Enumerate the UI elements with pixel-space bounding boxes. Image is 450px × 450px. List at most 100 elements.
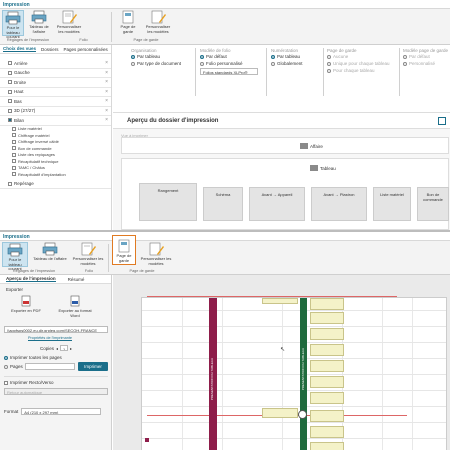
tree-item-gauche[interactable]: Gauche × — [0, 69, 111, 78]
radio-print-all[interactable]: Imprimer toutes les pages — [4, 354, 62, 361]
customize-cover-templates-button[interactable]: Personnaliser les modèles — [143, 10, 173, 36]
tab-dossiers[interactable]: Dossiers — [41, 46, 59, 52]
close-icon[interactable]: × — [105, 88, 108, 95]
tile-bon-commande[interactable]: Bon de commande — [417, 187, 449, 221]
tree-subitem[interactable]: Récapitulatif technique — [0, 158, 111, 165]
tile-rangement[interactable]: Rangement — [139, 183, 197, 221]
checkbox[interactable] — [8, 108, 12, 113]
tree-item-reperage[interactable]: Repérage — [0, 180, 111, 189]
checkbox[interactable] — [8, 99, 12, 104]
checkbox[interactable] — [8, 89, 12, 94]
checkbox-checked[interactable] — [8, 118, 12, 123]
tab-choix-vues[interactable]: Choix des vues — [3, 46, 37, 52]
radio-globalement[interactable]: Globalement — [271, 60, 321, 67]
tree-subitem[interactable]: Bon de commande — [0, 145, 111, 152]
radio[interactable] — [403, 54, 407, 59]
printer-properties-link[interactable]: Propriétés de l'imprimante — [28, 336, 72, 340]
tile-schema[interactable]: Schéma — [203, 187, 243, 221]
radio-selected[interactable] — [271, 54, 275, 59]
copies-input[interactable]: 1 — [60, 345, 69, 351]
tile-avant-plastron[interactable]: Avant → Plastron — [311, 187, 367, 221]
tree-subitem[interactable]: Liste matériel — [0, 126, 111, 133]
checkbox[interactable] — [4, 380, 8, 385]
print-button[interactable]: Imprimer — [78, 362, 108, 371]
tree-subitem[interactable]: Chiffrage inversé câblé — [0, 139, 111, 146]
checkbox[interactable] — [8, 61, 12, 66]
tree-subitem[interactable]: Chiffrage matériel — [0, 132, 111, 139]
print-preview-canvas[interactable]: PRESENTATION DU TABLEAU PRESENTATION DU … — [113, 275, 450, 450]
tree-item-bilan[interactable]: Bilan × — [0, 116, 111, 126]
radio-unique[interactable]: Unique pour chaque tableau — [327, 60, 397, 67]
duplex-checkbox[interactable]: Imprimer Recto/Verso — [4, 379, 54, 386]
close-icon[interactable]: × — [105, 107, 108, 114]
close-icon[interactable]: × — [105, 117, 108, 124]
pages-input[interactable] — [25, 363, 75, 370]
tableau-node[interactable]: Tableau Rangement Schéma Avant → Apparei… — [121, 158, 449, 230]
radio-aucune[interactable]: Aucune — [327, 53, 397, 60]
increment-icon[interactable]: ▸ — [70, 345, 73, 351]
checkbox[interactable] — [12, 133, 16, 138]
tab-pages-personnalisees[interactable]: Pages personnalisées — [63, 46, 108, 52]
tree-item-arriere[interactable]: Arrière × — [0, 59, 111, 69]
cover-page-button[interactable]: Page de garde — [112, 235, 136, 265]
checkbox[interactable] — [12, 159, 16, 164]
folio-select[interactable]: Folios standards XLPro® — [200, 68, 258, 75]
panel-of-project-button[interactable]: Tableau de l'affaire — [32, 242, 68, 267]
radio[interactable] — [4, 364, 8, 369]
expand-icon[interactable] — [438, 117, 446, 125]
customize-cover-templates-button[interactable]: Personnaliser les modèles — [139, 242, 173, 267]
radio[interactable] — [403, 61, 407, 66]
checkbox[interactable] — [8, 181, 12, 186]
radio-pg-perso[interactable]: Personnalisé — [403, 60, 449, 67]
close-icon[interactable]: × — [105, 79, 108, 86]
radio-pages[interactable]: Pages — [4, 363, 23, 370]
checkbox[interactable] — [12, 172, 16, 177]
tree-subitem[interactable]: Liste des repiquages — [0, 152, 111, 159]
radio-par-tableau[interactable]: Par tableau — [131, 53, 191, 60]
tree-item-bas[interactable]: Bas × — [0, 97, 111, 107]
radio[interactable] — [327, 54, 331, 59]
close-icon[interactable]: × — [105, 60, 108, 67]
tile-liste-materiel[interactable]: Liste matériel — [373, 187, 411, 221]
checkbox[interactable] — [12, 165, 16, 170]
radio[interactable] — [327, 68, 331, 73]
close-icon[interactable]: × — [105, 69, 108, 76]
checkbox[interactable] — [12, 139, 16, 144]
panel-of-project-button[interactable]: Tableau de l'affaire — [27, 10, 51, 36]
tab-apercu-impression[interactable]: Aperçu de l'impression — [6, 276, 56, 282]
tree-subitem[interactable]: Récapitulatif d'implantation — [0, 171, 111, 178]
print-current-panel-button[interactable]: Pour le tableau courant — [2, 10, 24, 39]
radio-chaque[interactable]: Pour chaque tableau — [327, 67, 397, 74]
radio-selected[interactable] — [200, 54, 204, 59]
checkbox[interactable] — [12, 146, 16, 151]
radio[interactable] — [131, 61, 135, 66]
radio-num-par-tableau[interactable]: Par tableau — [271, 53, 321, 60]
radio-par-type[interactable]: Par type de document — [131, 60, 191, 67]
customize-templates-button[interactable]: Personnaliser les modèles — [56, 10, 82, 36]
export-word-button[interactable]: Exporter au format Word — [58, 295, 92, 318]
checkbox[interactable] — [12, 152, 16, 157]
checkbox[interactable] — [12, 126, 16, 131]
radio[interactable] — [271, 61, 275, 66]
customize-templates-button[interactable]: Personnaliser les modèles — [72, 242, 104, 267]
radio-pg-defaut[interactable]: Par défaut — [403, 53, 449, 60]
radio-selected[interactable] — [131, 54, 135, 59]
close-icon[interactable]: × — [105, 98, 108, 105]
radio[interactable] — [327, 61, 331, 66]
print-current-panel-button[interactable]: Pour le tableau courant — [2, 242, 28, 271]
decrement-icon[interactable]: ◂ — [56, 345, 59, 351]
duplex-select[interactable]: Retour automatique — [4, 388, 108, 395]
tree-item-haut[interactable]: Haut × — [0, 88, 111, 97]
tree-subitem[interactable]: TAMC / Châlus — [0, 165, 111, 172]
cover-page-button[interactable]: Page de garde — [116, 10, 140, 36]
checkbox[interactable] — [8, 70, 12, 75]
printer-select[interactable]: \\appfsps0002.eu.dir.grpleg.com\SECOH-FR… — [4, 326, 108, 333]
format-select[interactable]: A4 (210 x 297 mm) — [21, 408, 102, 415]
tab-resume[interactable]: Résumé — [67, 276, 85, 282]
radio-selected[interactable] — [4, 355, 8, 360]
tile-avant-appareil[interactable]: Avant → Appareil — [249, 187, 305, 221]
radio-par-defaut[interactable]: Par défaut — [200, 53, 262, 60]
export-pdf-button[interactable]: Exporter en PDF — [10, 295, 42, 313]
radio-folio-perso[interactable]: Folio personnalisé — [200, 60, 262, 67]
affaire-node[interactable]: Affaire — [121, 137, 449, 154]
